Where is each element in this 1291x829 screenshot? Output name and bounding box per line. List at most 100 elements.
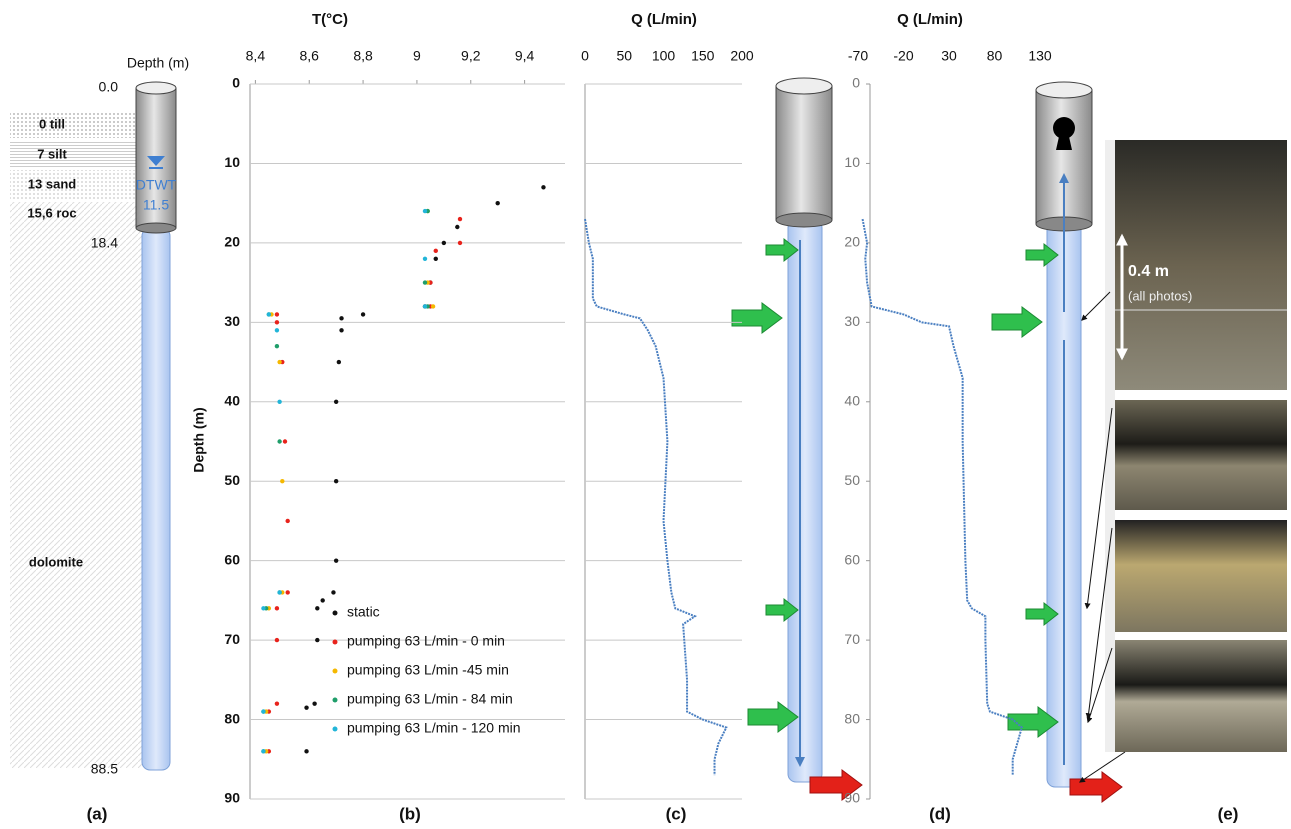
y-tick-label: 60: [844, 551, 860, 567]
data-point: [274, 606, 280, 611]
x-tick-label: 9: [413, 48, 421, 64]
data-point: [457, 216, 463, 222]
y-tick-label: 80: [224, 710, 240, 726]
x-tick-label: 8,6: [299, 48, 319, 64]
data-point: [495, 200, 500, 206]
x-tick-label: 50: [616, 48, 632, 64]
data-point: [422, 280, 428, 285]
data-point: [280, 479, 285, 484]
x-tick-label: -20: [893, 48, 913, 64]
legend-marker: [332, 610, 338, 616]
layer-label: dolomite: [29, 554, 83, 569]
legend-marker: [332, 639, 338, 645]
data-point: [430, 304, 436, 309]
x-tick-label: 9,2: [461, 48, 481, 64]
well-diagram: [731, 77, 863, 801]
well-diagram: [991, 81, 1123, 803]
x-tick-label: 80: [987, 48, 1003, 64]
y-tick-label: 90: [224, 790, 240, 806]
y-tick-label: 30: [224, 313, 240, 329]
data-point: [455, 224, 460, 230]
depth-value: 88.5: [91, 761, 118, 777]
legend-marker: [332, 697, 338, 703]
y-tick-label: 0: [852, 75, 860, 91]
layer-label: 7 silt: [37, 146, 67, 161]
data-point: [277, 359, 282, 365]
water-depth: 11.5: [143, 197, 169, 213]
x-tick-label: 150: [691, 48, 715, 64]
x-tick-label: 8,4: [246, 48, 266, 64]
data-line: [861, 218, 1023, 776]
y-tick-label: 40: [224, 392, 240, 408]
panel-label: (e): [1218, 804, 1239, 823]
layer-label: 13 sand: [28, 176, 76, 191]
y-tick-label: 0: [232, 75, 240, 91]
data-point: [304, 705, 309, 710]
data-point: [336, 359, 342, 365]
data-point: [333, 479, 339, 484]
x-tick-label: 9,4: [515, 48, 535, 64]
legend-marker: [332, 726, 338, 732]
legend-label: pumping 63 L/min - 0 min: [347, 633, 505, 649]
x-tick-label: 30: [941, 48, 957, 64]
depth-label: Depth (m): [127, 55, 189, 71]
data-point: [261, 749, 266, 754]
layer-label: 15,6 roc: [27, 205, 76, 220]
data-point: [274, 312, 280, 317]
y-tick-label: 20: [844, 234, 860, 250]
water-label: DTWT: [136, 177, 177, 193]
x-tick-label: 200: [730, 48, 754, 64]
data-point: [339, 328, 344, 333]
stratigraphy: Depth (m) 0.0 18.4 88.5 0 till 7 silt 13…: [10, 55, 189, 777]
chart-title: Q (L/min): [631, 11, 697, 28]
x-tick-label: 0: [581, 48, 589, 64]
y-axis-label: Depth (m): [191, 407, 207, 472]
data-point: [261, 606, 266, 611]
legend-label: pumping 63 L/min - 120 min: [347, 720, 521, 736]
y-tick-label: 90: [844, 790, 860, 806]
data-line: [584, 218, 728, 776]
data-point: [339, 316, 344, 321]
y-tick-label: 50: [224, 472, 240, 488]
x-tick-label: 8,8: [353, 48, 373, 64]
data-point: [360, 312, 366, 317]
data-point: [315, 637, 320, 643]
y-tick-label: 20: [224, 234, 240, 250]
data-point: [277, 439, 282, 444]
photo-scale: 0.4 m: [1128, 263, 1169, 280]
y-tick-label: 70: [224, 631, 240, 647]
y-tick-label: 80: [844, 710, 860, 726]
x-tick-label: -70: [848, 48, 868, 64]
y-tick-label: 10: [224, 154, 240, 170]
data-point: [333, 399, 339, 404]
panel-label: (a): [87, 804, 108, 823]
data-point: [274, 701, 280, 706]
data-point: [274, 328, 280, 333]
legend-label: pumping 63 L/min - 84 min: [347, 691, 513, 707]
data-point: [277, 399, 282, 404]
data-point: [315, 606, 320, 611]
data-point: [274, 320, 280, 325]
data-point: [433, 248, 438, 254]
data-point: [333, 558, 339, 563]
data-point: [312, 701, 317, 706]
panel-label: (b): [399, 804, 421, 823]
data-point: [282, 439, 288, 444]
y-tick-label: 70: [844, 631, 860, 647]
legend-label: pumping 63 L/min -45 min: [347, 662, 509, 678]
legend-marker: [332, 668, 338, 674]
data-point: [320, 598, 325, 603]
y-tick-label: 60: [224, 551, 240, 567]
data-point: [457, 240, 463, 246]
depth-value: 18.4: [91, 235, 118, 251]
data-point: [331, 590, 336, 595]
x-tick-label: 130: [1028, 48, 1052, 64]
data-point: [261, 709, 266, 714]
data-point: [285, 590, 290, 595]
depth-value: 0.0: [99, 79, 119, 95]
data-point: [541, 185, 546, 190]
data-point: [304, 749, 309, 754]
legend-label: static: [347, 604, 380, 620]
panel-label: (c): [666, 804, 687, 823]
data-point: [422, 208, 428, 214]
